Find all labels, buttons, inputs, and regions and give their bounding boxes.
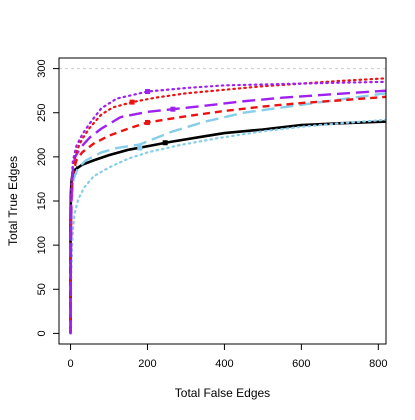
series-marker-8 <box>144 89 150 95</box>
y-tick-label: 100 <box>36 236 48 254</box>
series-line-6 <box>69 89 386 334</box>
series-line-1 <box>69 120 386 334</box>
series-line-8 <box>69 80 386 335</box>
y-tick-label: 150 <box>36 192 48 210</box>
series-marker-7 <box>129 99 135 105</box>
y-tick-label: 200 <box>36 148 48 166</box>
y-tick-label: 50 <box>36 283 48 295</box>
x-tick-label: 600 <box>292 358 310 370</box>
x-tick-label: 400 <box>215 358 233 370</box>
x-axis-label: Total False Edges <box>175 386 270 400</box>
series-marker-6 <box>170 106 176 112</box>
x-tick-label: 800 <box>369 358 387 370</box>
series-marker-1 <box>162 140 168 146</box>
y-tick-label: 250 <box>36 104 48 122</box>
x-tick-label: 0 <box>67 358 73 370</box>
series-marker-4 <box>137 145 143 151</box>
y-tick-label: 0 <box>36 330 48 336</box>
y-tick-label: 300 <box>36 59 48 77</box>
series-line-4 <box>69 92 386 334</box>
series-line-3 <box>69 118 386 335</box>
x-tick-label: 200 <box>138 358 156 370</box>
y-axis-label: Total True Edges <box>6 156 20 246</box>
series-marker-5 <box>144 119 150 125</box>
